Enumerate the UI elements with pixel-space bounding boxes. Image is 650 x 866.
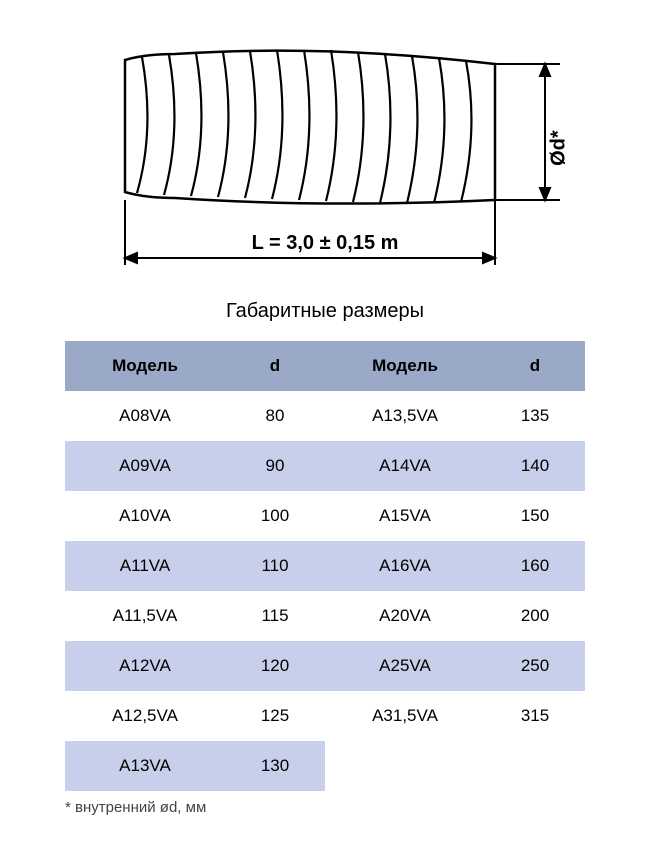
duct-diagram: L = 3,0 ± 0,15 m Ød* xyxy=(65,40,585,270)
cell-d: 100 xyxy=(225,506,325,526)
table-title: Габаритные размеры xyxy=(226,300,424,323)
table-header-row: Модель d Модель d xyxy=(65,341,585,391)
cell-model: A31,5VA xyxy=(325,706,485,726)
cell-d: 90 xyxy=(225,456,325,476)
cell-model: A12,5VA xyxy=(65,706,225,726)
cell-d: 125 xyxy=(225,706,325,726)
cell-model: A13VA xyxy=(65,741,225,791)
cell-model: A10VA xyxy=(65,506,225,526)
col-header: d xyxy=(485,356,585,376)
table-row: A12VA 120 A25VA 250 xyxy=(65,641,585,691)
cell-d: 140 xyxy=(485,456,585,476)
table-row: A13VA 130 xyxy=(65,741,585,791)
cell-model: A11VA xyxy=(65,556,225,576)
cell-d: 150 xyxy=(485,506,585,526)
cell-model: A12VA xyxy=(65,656,225,676)
col-header: Модель xyxy=(325,356,485,376)
cell-d: 80 xyxy=(225,406,325,426)
cell-model: A09VA xyxy=(65,456,225,476)
cell-model: A13,5VA xyxy=(325,406,485,426)
cell-d: 160 xyxy=(485,556,585,576)
cell-model: A11,5VA xyxy=(65,606,225,626)
cell-model: A15VA xyxy=(325,506,485,526)
cell-d: 120 xyxy=(225,656,325,676)
cell-model: A20VA xyxy=(325,606,485,626)
table-row: A10VA 100 A15VA 150 xyxy=(65,491,585,541)
cell-d: 200 xyxy=(485,606,585,626)
table-row: A09VA 90 A14VA 140 xyxy=(65,441,585,491)
diameter-label: Ød* xyxy=(548,130,571,166)
table-row: A11,5VA 115 A20VA 200 xyxy=(65,591,585,641)
footnote: * внутренний ød, мм xyxy=(65,799,585,816)
table-row: A08VA 80 A13,5VA 135 xyxy=(65,391,585,441)
cell-d: 315 xyxy=(485,706,585,726)
cell-model: A14VA xyxy=(325,456,485,476)
table-row: A12,5VA 125 A31,5VA 315 xyxy=(65,691,585,741)
cell-d: 130 xyxy=(225,741,325,791)
cell-d: 250 xyxy=(485,656,585,676)
cell-model: A08VA xyxy=(65,406,225,426)
cell-model: A16VA xyxy=(325,556,485,576)
cell-d: 115 xyxy=(225,606,325,626)
cell-model: A25VA xyxy=(325,656,485,676)
col-header: Модель xyxy=(65,356,225,376)
dimensions-table: Модель d Модель d A08VA 80 A13,5VA 135 A… xyxy=(65,341,585,791)
page: L = 3,0 ± 0,15 m Ød* Габаритные размеры … xyxy=(0,0,650,866)
cell-d: 110 xyxy=(225,556,325,576)
table-row: A11VA 110 A16VA 160 xyxy=(65,541,585,591)
col-header: d xyxy=(225,356,325,376)
length-label: L = 3,0 ± 0,15 m xyxy=(252,232,399,255)
cell-d: 135 xyxy=(485,406,585,426)
